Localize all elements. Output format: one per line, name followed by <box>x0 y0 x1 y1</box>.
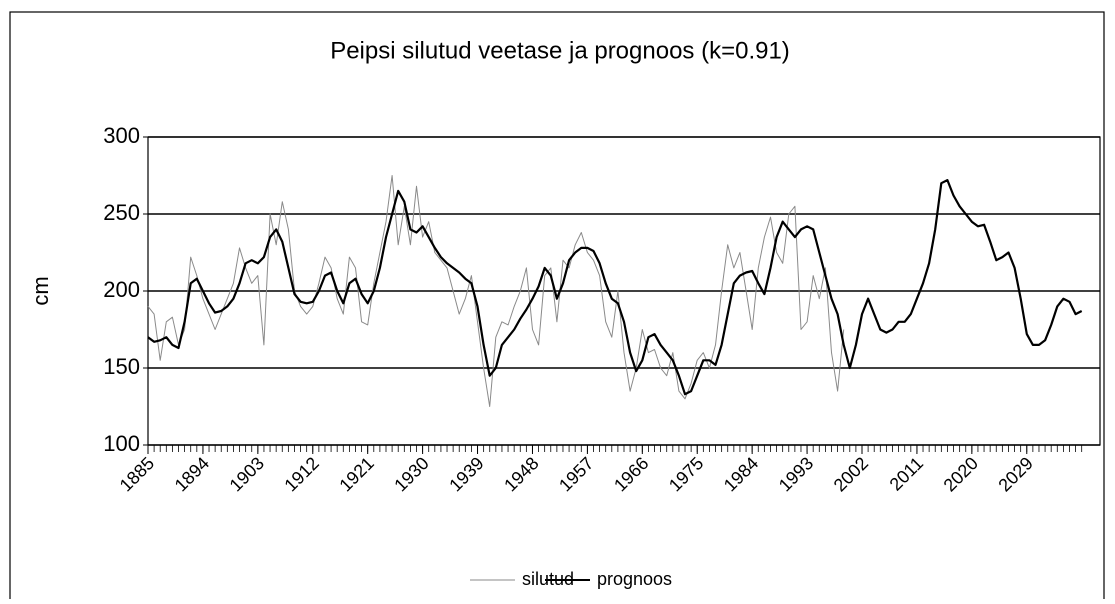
y-tick-label: 150 <box>103 354 140 379</box>
y-tick-label: 250 <box>103 200 140 225</box>
x-tick-label: 1966 <box>610 453 652 495</box>
x-tick-label: 1975 <box>665 453 707 495</box>
chart-frame <box>9 11 1105 604</box>
legend-label: prognoos <box>597 569 672 589</box>
y-tick-label: 300 <box>103 123 140 148</box>
chart-title: Peipsi silutud veetase ja prognoos (k=0.… <box>330 37 790 64</box>
x-tick-label: 1912 <box>280 453 322 495</box>
x-tick-label: 2029 <box>994 453 1036 495</box>
y-tick-label: 200 <box>103 277 140 302</box>
x-tick-label: 1885 <box>116 453 158 495</box>
x-tick-label: 1921 <box>335 453 377 495</box>
x-tick-label: 1903 <box>226 453 268 495</box>
y-tick-label: 100 <box>103 431 140 456</box>
legend-label: silutud <box>522 569 574 589</box>
x-tick-label: 2002 <box>830 453 872 495</box>
x-tick-label: 1939 <box>445 453 487 495</box>
x-tick-label: 2020 <box>940 453 982 495</box>
x-tick-label: 1993 <box>775 453 817 495</box>
x-tick-label: 1984 <box>720 453 762 495</box>
x-tick-label: 2011 <box>886 453 928 495</box>
x-tick-label: 1957 <box>555 453 597 495</box>
x-tick-label: 1948 <box>500 453 542 495</box>
x-tick-label: 1930 <box>390 453 432 495</box>
y-axis-label: cm <box>28 276 53 305</box>
x-tick-label: 1894 <box>171 453 213 495</box>
series-line <box>147 179 1083 396</box>
series-line <box>147 175 845 407</box>
